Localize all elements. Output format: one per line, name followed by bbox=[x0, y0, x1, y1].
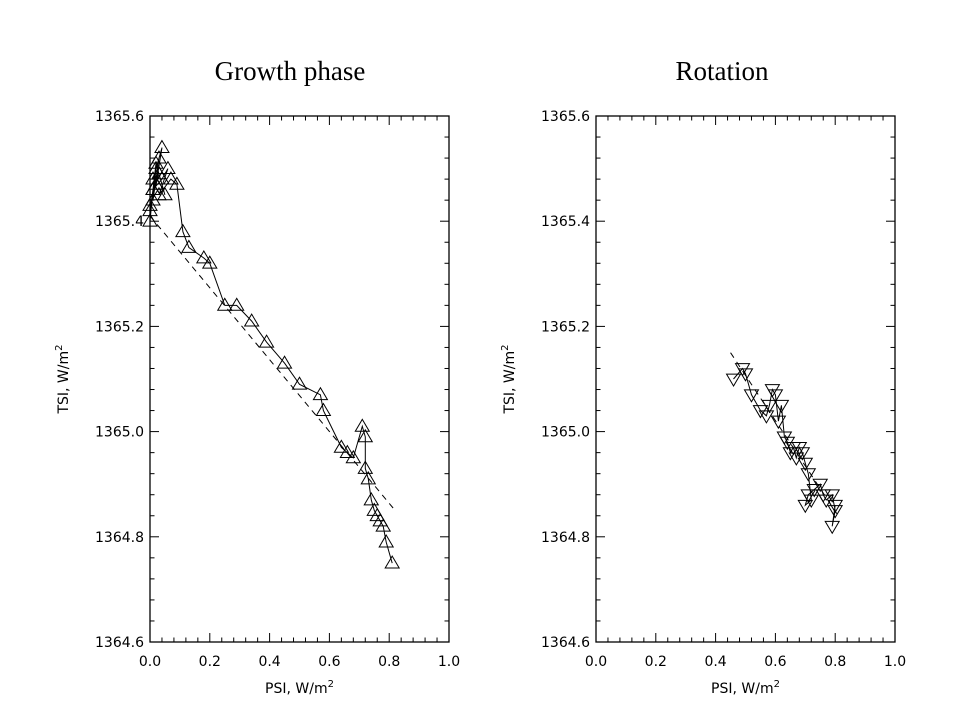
data-point bbox=[228, 297, 245, 311]
y-tick-label: 1364.6 bbox=[541, 635, 590, 651]
data-point bbox=[315, 402, 332, 416]
plot-frame bbox=[149, 115, 450, 643]
data-point bbox=[800, 489, 817, 503]
x-tick-label: 1.0 bbox=[438, 654, 460, 670]
y-axis-label: TSI, W/m2 bbox=[500, 344, 518, 414]
data-point bbox=[767, 389, 784, 403]
x-tick-label: 1.0 bbox=[884, 654, 906, 670]
data-point bbox=[243, 313, 260, 327]
data-point bbox=[806, 484, 823, 498]
x-axis-label: PSI, W/m2 bbox=[711, 679, 780, 697]
data-point bbox=[725, 373, 742, 387]
y-tick-label: 1365.2 bbox=[95, 319, 144, 335]
x-axis-label-superscript: 2 bbox=[328, 679, 334, 690]
x-axis-label: PSI, W/m2 bbox=[265, 679, 334, 697]
data-point bbox=[216, 297, 233, 311]
data-point bbox=[154, 171, 170, 185]
data-point bbox=[142, 197, 158, 211]
chart-title-rotation: Rotation bbox=[675, 56, 769, 86]
data-point bbox=[291, 376, 308, 390]
data-point bbox=[800, 468, 817, 482]
y-tick-label: 1365.4 bbox=[95, 214, 144, 230]
y-tick-label: 1365.6 bbox=[95, 109, 144, 125]
data-point bbox=[794, 447, 811, 461]
data-point bbox=[345, 449, 362, 464]
data-point bbox=[357, 460, 374, 474]
data-point bbox=[180, 239, 197, 253]
x-tick-label: 0.2 bbox=[199, 654, 221, 670]
y-tick-label: 1365.0 bbox=[541, 425, 590, 441]
data-point bbox=[357, 428, 374, 443]
data-point bbox=[788, 452, 805, 466]
data-point bbox=[770, 415, 787, 430]
data-point bbox=[824, 520, 841, 535]
data-point bbox=[378, 534, 395, 548]
data-point bbox=[773, 399, 790, 414]
x-tick-label: 0.8 bbox=[824, 654, 846, 670]
x-tick-label: 0.6 bbox=[764, 654, 786, 670]
data-point bbox=[195, 250, 212, 264]
y-axis-label: TSI, W/m2 bbox=[54, 344, 72, 414]
x-tick-label: 0.4 bbox=[258, 654, 280, 670]
data-point bbox=[145, 181, 161, 196]
y-tick-label: 1364.8 bbox=[541, 530, 590, 546]
data-point bbox=[175, 223, 191, 238]
y-tick-label: 1365.4 bbox=[541, 214, 590, 230]
data-point bbox=[737, 368, 754, 382]
data-point bbox=[761, 399, 778, 414]
x-tick-label: 0.0 bbox=[585, 654, 607, 670]
data-point bbox=[827, 505, 844, 519]
data-point bbox=[333, 439, 350, 453]
data-point bbox=[169, 176, 185, 190]
data-point bbox=[384, 555, 401, 569]
x-axis-label-superscript: 2 bbox=[774, 679, 780, 690]
y-axis-label-superscript: 2 bbox=[500, 344, 511, 350]
data-point bbox=[363, 491, 380, 506]
chart-title-growth-phase: Growth phase bbox=[214, 56, 366, 86]
data-point bbox=[779, 436, 796, 451]
data-point bbox=[151, 186, 167, 201]
x-tick-label: 0.4 bbox=[704, 654, 726, 670]
y-tick-label: 1364.8 bbox=[95, 530, 144, 546]
y-tick-label: 1365.6 bbox=[541, 109, 590, 125]
data-point bbox=[752, 405, 769, 419]
data-point bbox=[354, 418, 371, 432]
x-tick-label: 0.0 bbox=[139, 654, 161, 670]
data-point bbox=[375, 518, 392, 532]
plot-frame bbox=[595, 115, 896, 643]
y-tick-label: 1365.2 bbox=[541, 319, 590, 335]
series-line bbox=[149, 147, 393, 564]
data-point bbox=[148, 155, 164, 169]
data-point bbox=[818, 494, 835, 508]
data-point bbox=[824, 489, 841, 503]
data-point bbox=[142, 202, 158, 217]
data-point bbox=[201, 255, 218, 269]
data-point bbox=[827, 499, 844, 514]
data-point bbox=[758, 410, 775, 424]
chart-rotation: 0.0 0.2 0.4 0.6 0.8 1.0 1364.6 1364.8 1365.0 1365… bbox=[500, 109, 906, 697]
data-point bbox=[797, 457, 814, 472]
data-point bbox=[360, 470, 377, 485]
data-point bbox=[312, 386, 329, 401]
data-point bbox=[812, 478, 829, 493]
data-point bbox=[160, 160, 176, 174]
x-tick-label: 0.2 bbox=[645, 654, 667, 670]
data-point bbox=[154, 139, 170, 153]
data-point bbox=[339, 444, 356, 459]
data-point bbox=[258, 334, 275, 348]
y-tick-label: 1364.6 bbox=[95, 635, 144, 651]
x-tick-label: 0.6 bbox=[318, 654, 340, 670]
data-point bbox=[142, 213, 158, 227]
data-point bbox=[276, 355, 293, 369]
chart-growth: 0.0 0.2 0.4 0.6 0.8 1.0 1364.6 1364.8 1365.0 1365… bbox=[54, 109, 460, 697]
y-axis-label-superscript: 2 bbox=[54, 344, 65, 350]
fit-line bbox=[149, 215, 396, 511]
x-tick-label: 0.8 bbox=[378, 654, 400, 670]
data-point bbox=[797, 499, 814, 514]
y-tick-label: 1365.0 bbox=[95, 425, 144, 441]
data-point bbox=[163, 171, 179, 185]
data-point bbox=[743, 389, 760, 403]
